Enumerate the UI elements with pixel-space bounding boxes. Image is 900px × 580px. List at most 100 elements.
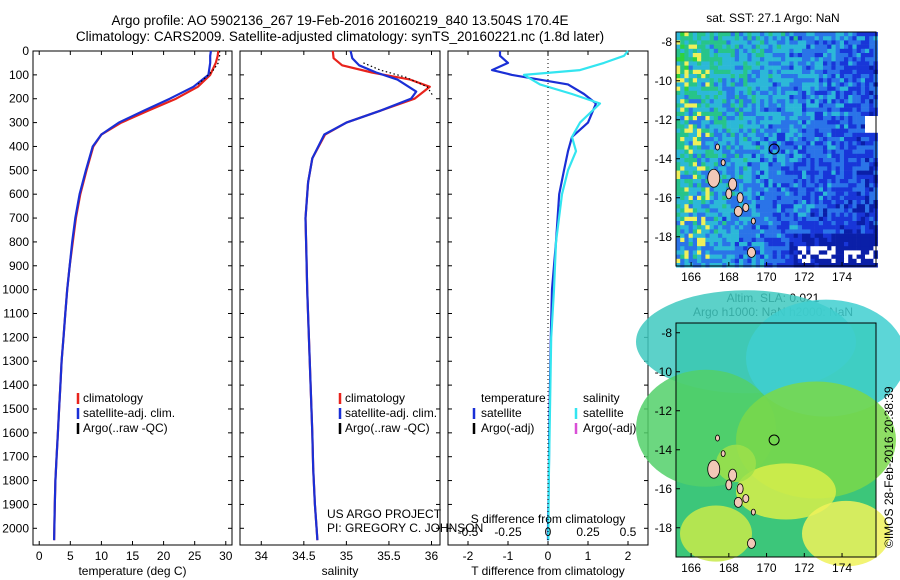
sst-cell bbox=[831, 254, 836, 260]
sst-cell bbox=[844, 170, 849, 176]
sst-cell bbox=[713, 225, 719, 230]
sst-cell bbox=[743, 124, 748, 129]
sst-cell bbox=[692, 233, 698, 239]
sst-cell bbox=[785, 99, 790, 104]
sst-cell bbox=[751, 225, 757, 230]
sst-cell bbox=[713, 149, 719, 155]
sst-cell bbox=[739, 128, 744, 134]
sst-cell bbox=[793, 204, 799, 209]
sst-cell bbox=[806, 170, 811, 176]
sst-cell bbox=[734, 103, 740, 108]
sst-cell bbox=[810, 48, 815, 54]
sst-cell bbox=[781, 103, 786, 108]
sst-cell bbox=[823, 170, 828, 176]
sst-cell bbox=[797, 174, 803, 180]
sst-cell bbox=[797, 170, 803, 176]
island-shape bbox=[715, 434, 720, 442]
sst-cell bbox=[684, 111, 689, 117]
sst-cell bbox=[818, 229, 824, 234]
sst-cell bbox=[709, 237, 715, 243]
sst-cell bbox=[709, 246, 715, 251]
sst-cell bbox=[806, 48, 811, 54]
sst-cell bbox=[768, 225, 773, 230]
sst-cell bbox=[793, 237, 799, 243]
sst-cell bbox=[734, 170, 740, 176]
sst-cell bbox=[781, 233, 786, 239]
y-tick-label: 2000 bbox=[2, 521, 29, 535]
sst-cell bbox=[743, 200, 748, 205]
sst-cell bbox=[692, 162, 698, 167]
sst-cell bbox=[764, 74, 769, 79]
sst-cell bbox=[785, 40, 790, 45]
sst-cell bbox=[852, 166, 857, 171]
sst-cell bbox=[781, 191, 786, 197]
sla-blob bbox=[716, 444, 756, 483]
sst-cell bbox=[839, 233, 845, 239]
sst-cell bbox=[818, 221, 824, 226]
sst-cell bbox=[865, 191, 870, 197]
sst-cell bbox=[818, 246, 824, 251]
sst-cell bbox=[709, 82, 715, 87]
sst-cell bbox=[755, 191, 761, 197]
sst-cell bbox=[701, 61, 706, 66]
sst-cell bbox=[823, 183, 828, 188]
sst-cell bbox=[701, 158, 706, 163]
sst-cell bbox=[680, 78, 685, 83]
sst-cell bbox=[793, 216, 799, 222]
sst-cell bbox=[856, 124, 862, 129]
sst-cell bbox=[709, 61, 715, 66]
sst-cell bbox=[718, 254, 723, 260]
sst-cell bbox=[684, 74, 689, 79]
sst-cell bbox=[718, 145, 723, 150]
sst-cell bbox=[697, 149, 702, 155]
island-shape bbox=[742, 203, 750, 212]
sst-cell bbox=[869, 258, 874, 264]
sst-cell bbox=[760, 250, 765, 255]
sst-cell bbox=[781, 82, 786, 87]
sst-cell bbox=[701, 132, 706, 138]
sst-cell bbox=[860, 44, 866, 50]
sst-cell bbox=[827, 149, 832, 155]
sst-cell bbox=[789, 137, 794, 142]
sst-cell bbox=[776, 212, 782, 218]
sst-cell bbox=[776, 183, 782, 188]
sst-cell bbox=[860, 246, 866, 251]
sst-cell bbox=[802, 212, 807, 218]
sst-cell bbox=[835, 145, 841, 150]
sst-cell bbox=[734, 69, 740, 75]
sst-cell bbox=[764, 32, 769, 37]
sst-cell bbox=[751, 74, 757, 79]
sst-cell bbox=[722, 44, 727, 50]
y-tick-label: 800 bbox=[9, 235, 29, 249]
sst-cell bbox=[760, 69, 765, 75]
sst-cell bbox=[747, 48, 752, 54]
sst-cell bbox=[764, 225, 769, 230]
sst-cell bbox=[818, 90, 824, 96]
sst-cell bbox=[785, 174, 790, 180]
sst-cell bbox=[755, 216, 761, 222]
sst-cell bbox=[810, 149, 815, 155]
sst-cell bbox=[743, 53, 748, 58]
sst-cell bbox=[844, 132, 849, 138]
sst-cell bbox=[713, 242, 719, 247]
sst-cell bbox=[839, 124, 845, 129]
sst-cell bbox=[743, 116, 748, 121]
sst-cell bbox=[772, 86, 778, 92]
sst-cell bbox=[802, 141, 807, 146]
sst-cell bbox=[747, 149, 752, 155]
sst-cell bbox=[831, 166, 836, 171]
sst-cell bbox=[814, 153, 820, 159]
sst-cell bbox=[818, 216, 824, 222]
sst-cell bbox=[768, 116, 773, 121]
y-tick-label: 1100 bbox=[3, 307, 29, 321]
sst-cell bbox=[680, 61, 685, 66]
sst-cell bbox=[726, 90, 731, 96]
sst-cell bbox=[856, 225, 862, 230]
sst-cell bbox=[680, 242, 685, 247]
sst-cell bbox=[705, 242, 710, 247]
sst-cell bbox=[768, 242, 773, 247]
sst-cell bbox=[701, 233, 706, 239]
sst-cell bbox=[860, 69, 866, 75]
sst-cell bbox=[793, 208, 799, 213]
sst-cell bbox=[793, 48, 799, 54]
